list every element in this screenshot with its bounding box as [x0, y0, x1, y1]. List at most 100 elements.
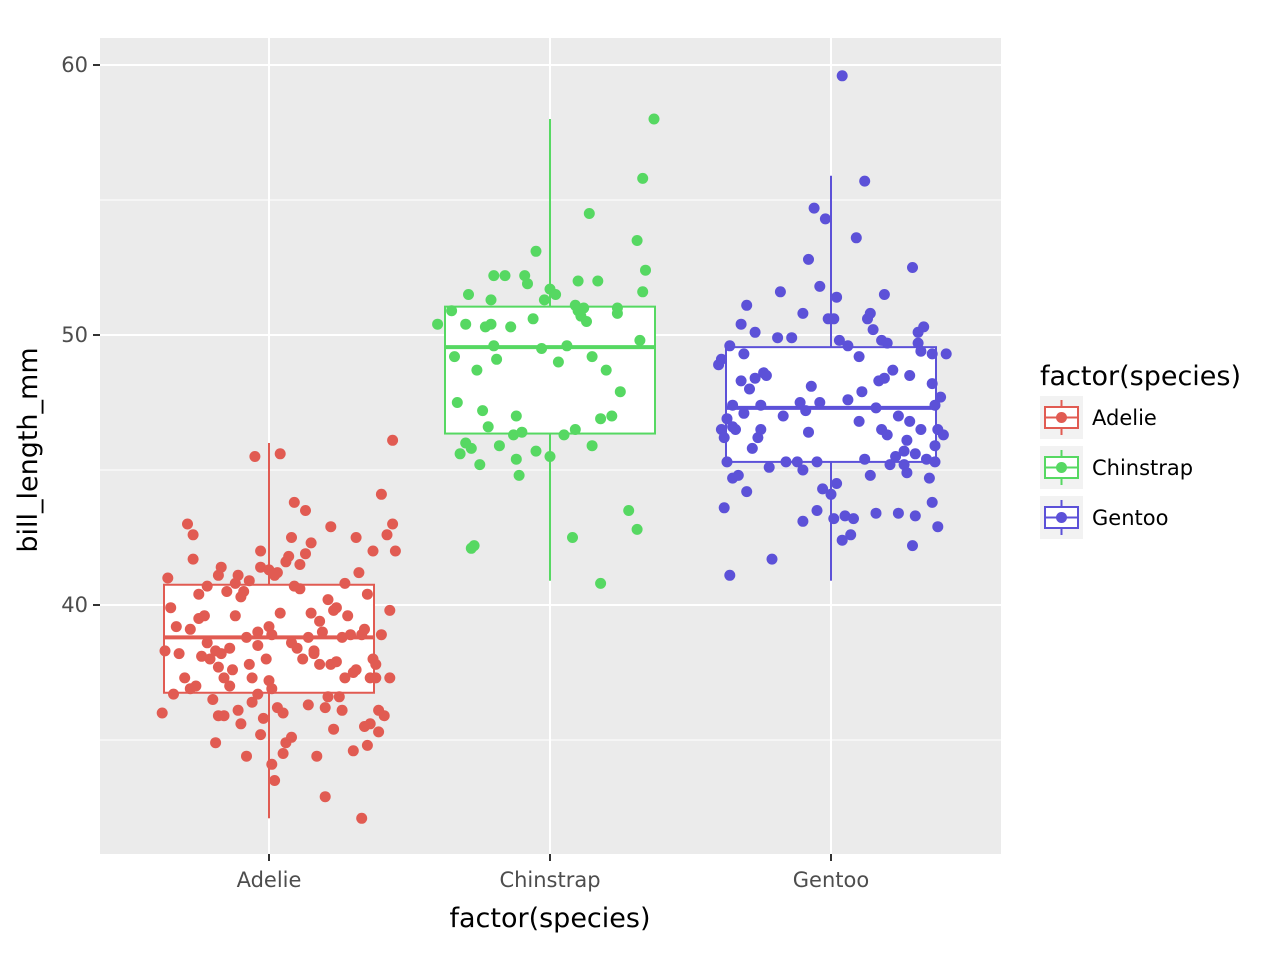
data-point-adelie: [269, 775, 281, 786]
data-point-gentoo: [904, 415, 916, 427]
data-point-gentoo: [718, 432, 730, 444]
legend-label: Adelie: [1092, 406, 1157, 430]
legend-item-chinstrap: Chinstrap: [1040, 446, 1193, 489]
data-point-gentoo: [735, 318, 747, 330]
data-point-gentoo: [898, 445, 910, 457]
data-point-chinstrap: [516, 426, 528, 438]
data-point-adelie: [277, 707, 289, 719]
data-point-chinstrap: [592, 275, 604, 287]
data-point-gentoo: [901, 434, 913, 446]
data-point-adelie: [325, 521, 337, 533]
data-point-gentoo: [853, 351, 865, 363]
data-point-gentoo: [721, 413, 733, 425]
data-point-gentoo: [817, 483, 829, 495]
data-point-adelie: [193, 588, 205, 600]
data-point-adelie: [187, 529, 199, 541]
data-point-adelie: [255, 545, 267, 557]
data-point-gentoo: [878, 372, 890, 384]
data-point-gentoo: [845, 529, 857, 541]
data-point-chinstrap: [550, 289, 562, 300]
legend-item-gentoo: Gentoo: [1040, 496, 1168, 539]
data-point-gentoo: [929, 456, 941, 468]
data-point-gentoo: [887, 364, 899, 376]
data-point-gentoo: [800, 405, 812, 417]
data-point-adelie: [241, 631, 252, 643]
data-point-adelie: [356, 812, 368, 824]
data-point-gentoo: [803, 253, 814, 265]
data-point-gentoo: [794, 397, 806, 408]
data-point-chinstrap: [567, 532, 578, 543]
data-point-adelie: [316, 626, 328, 638]
data-point-gentoo: [907, 540, 918, 552]
data-point-gentoo: [836, 70, 848, 82]
data-point-gentoo: [929, 399, 941, 411]
x-axis-title: factor(species): [449, 903, 650, 934]
data-point-chinstrap: [552, 356, 564, 368]
data-point-gentoo: [777, 410, 789, 422]
data-point-gentoo: [881, 429, 893, 441]
y-tick-label: 50: [61, 323, 88, 347]
data-point-gentoo: [808, 202, 820, 214]
data-point-gentoo: [892, 410, 904, 422]
data-point-gentoo: [715, 353, 727, 365]
data-point-adelie: [370, 658, 382, 670]
data-point-adelie: [291, 642, 303, 654]
data-point-chinstrap: [586, 440, 598, 452]
data-point-adelie: [170, 621, 182, 633]
data-point-adelie: [364, 718, 376, 730]
data-point-chinstrap: [468, 540, 480, 552]
data-point-adelie: [339, 672, 351, 684]
data-point-adelie: [156, 707, 168, 719]
data-point-adelie: [286, 532, 297, 543]
data-point-adelie: [330, 656, 342, 668]
data-point-gentoo: [909, 448, 921, 460]
data-point-gentoo: [926, 378, 938, 390]
data-point-gentoo: [732, 469, 744, 481]
x-tick-label: Chinstrap: [499, 868, 600, 892]
data-point-adelie: [260, 653, 272, 665]
legend-key-point: [1056, 412, 1067, 423]
data-point-adelie: [221, 586, 233, 597]
data-point-adelie: [370, 672, 382, 684]
data-point-adelie: [218, 672, 230, 684]
data-point-gentoo: [772, 332, 784, 344]
data-point-chinstrap: [561, 340, 573, 352]
data-point-gentoo: [831, 478, 843, 489]
data-point-chinstrap: [485, 318, 497, 330]
data-point-adelie: [367, 545, 379, 557]
data-point-gentoo: [735, 375, 747, 387]
data-point-adelie: [227, 664, 238, 676]
data-point-chinstrap: [595, 413, 607, 425]
data-point-gentoo: [749, 326, 761, 338]
data-point-gentoo: [856, 386, 868, 398]
data-point-gentoo: [921, 453, 932, 465]
data-point-gentoo: [859, 175, 871, 187]
data-point-adelie: [286, 731, 297, 743]
data-point-gentoo: [940, 348, 952, 360]
data-point-chinstrap: [505, 321, 517, 333]
data-point-chinstrap: [536, 343, 548, 354]
data-point-adelie: [277, 748, 289, 759]
legend-label: Chinstrap: [1092, 456, 1193, 480]
data-point-gentoo: [744, 383, 755, 395]
data-point-adelie: [336, 704, 348, 716]
data-point-adelie: [345, 629, 356, 641]
data-point-adelie: [274, 607, 286, 619]
data-point-gentoo: [842, 394, 854, 406]
data-point-adelie: [210, 737, 222, 749]
data-point-adelie: [384, 604, 396, 616]
data-point-adelie: [263, 564, 275, 576]
data-point-adelie: [249, 451, 261, 462]
data-point-adelie: [179, 672, 191, 684]
data-point-chinstrap: [488, 270, 500, 282]
data-point-gentoo: [901, 467, 913, 479]
data-point-chinstrap: [508, 429, 519, 441]
data-point-adelie: [339, 577, 351, 589]
data-point-chinstrap: [527, 313, 539, 325]
data-point-gentoo: [814, 280, 826, 292]
data-point-adelie: [308, 648, 320, 660]
data-point-gentoo: [892, 507, 904, 519]
data-point-adelie: [218, 710, 230, 722]
data-point-adelie: [204, 653, 216, 665]
